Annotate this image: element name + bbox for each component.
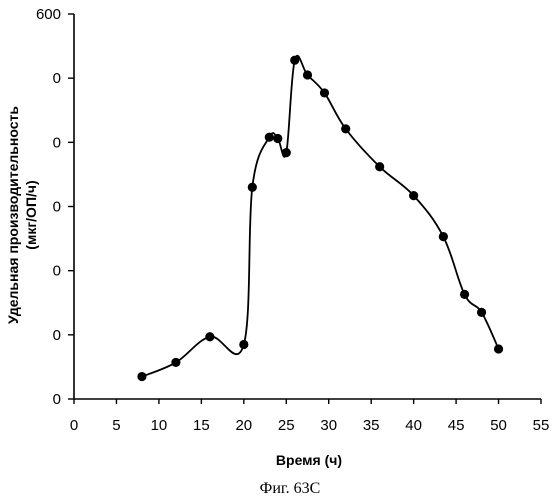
y-axis-title-line1: Удельная производительность xyxy=(5,106,21,324)
data-points xyxy=(137,56,503,382)
x-tick-label: 30 xyxy=(320,417,337,434)
data-point xyxy=(137,372,146,381)
x-tick-label: 20 xyxy=(235,417,252,434)
y-tick-label: 0 xyxy=(53,134,61,151)
y-tick-label: 0 xyxy=(53,70,61,87)
data-point xyxy=(494,344,503,353)
x-tick-label: 25 xyxy=(278,417,295,434)
x-tick-label: 10 xyxy=(151,417,168,434)
data-point xyxy=(248,183,257,192)
data-point xyxy=(239,340,248,349)
data-point xyxy=(375,162,384,171)
x-tick-label: 35 xyxy=(363,417,380,434)
data-point xyxy=(303,70,312,79)
x-tick-label: 0 xyxy=(70,417,78,434)
data-point xyxy=(282,148,291,157)
data-point xyxy=(439,232,448,241)
data-point xyxy=(320,88,329,97)
x-tick-label: 55 xyxy=(533,417,550,434)
y-tick-label: 0 xyxy=(53,263,61,280)
data-point xyxy=(205,332,214,341)
x-tick-label: 50 xyxy=(490,417,507,434)
data-point xyxy=(265,133,274,142)
data-point xyxy=(273,134,282,143)
x-tick-label: 5 xyxy=(112,417,120,434)
data-point xyxy=(460,290,469,299)
data-point xyxy=(409,191,418,200)
series-line xyxy=(142,56,499,377)
x-tick-label: 40 xyxy=(405,417,422,434)
y-ticks: 0 0 0 0 0 0 600 xyxy=(36,6,74,408)
data-point xyxy=(341,124,350,133)
x-tick-label: 15 xyxy=(193,417,210,434)
data-point xyxy=(477,308,486,317)
y-tick-label: 0 xyxy=(53,199,61,216)
data-point xyxy=(290,56,299,65)
y-axis-title-line2: (мкг/ОП/ч) xyxy=(23,180,39,249)
data-point xyxy=(171,358,180,367)
x-ticks: 0 5 10 15 20 25 30 35 40 45 50 55 xyxy=(70,399,550,434)
y-tick-label: 0 xyxy=(53,391,61,408)
figure-caption: Фиг. 63С xyxy=(260,480,321,497)
y-tick-label: 0 xyxy=(53,327,61,344)
x-axis-title: Время (ч) xyxy=(276,452,342,468)
y-tick-label: 600 xyxy=(36,6,61,23)
x-tick-label: 45 xyxy=(448,417,465,434)
